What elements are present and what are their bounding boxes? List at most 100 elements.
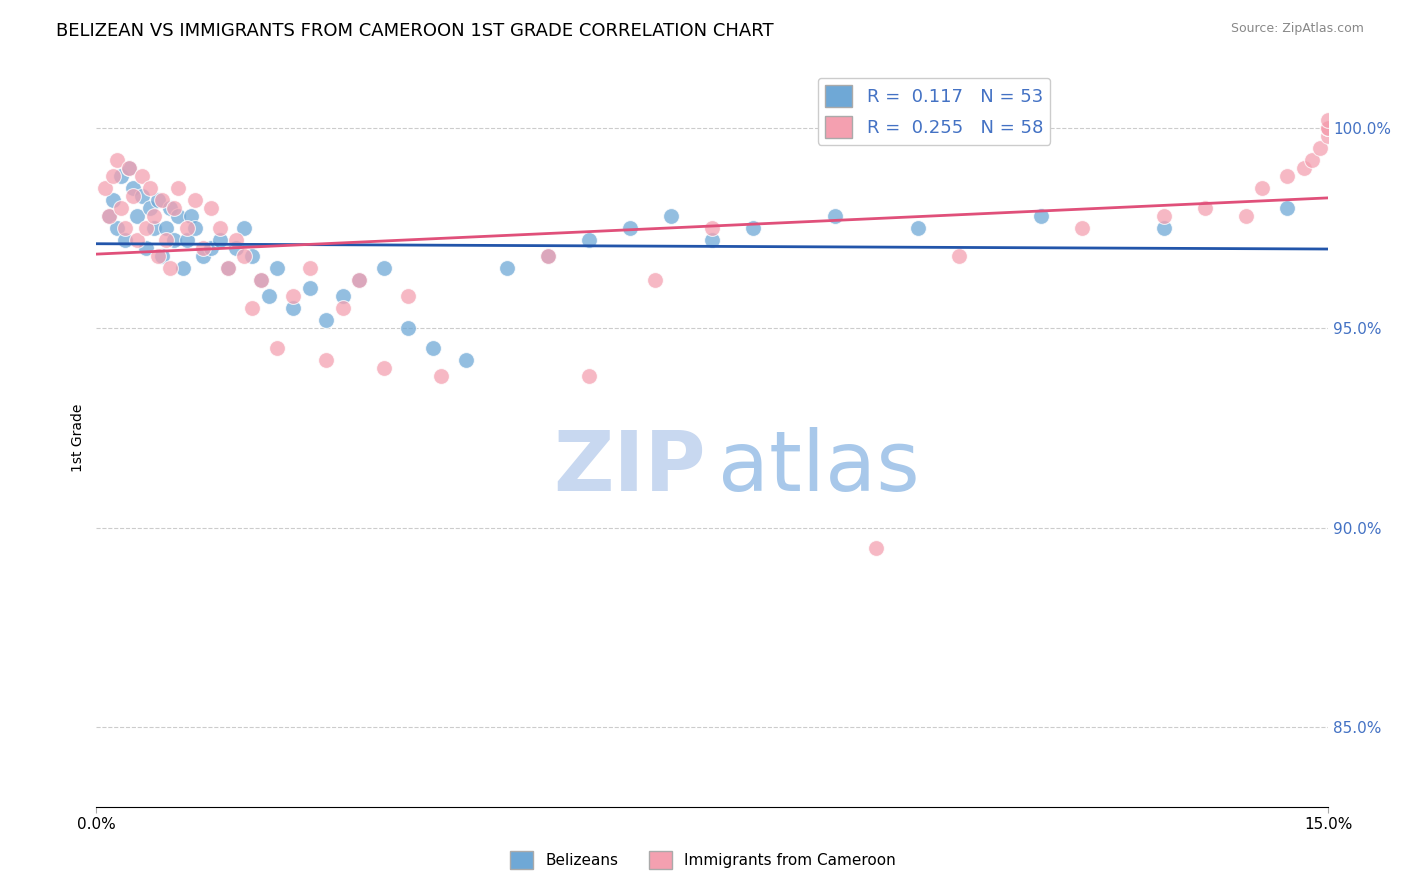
Point — [163, 201, 186, 215]
Point — [217, 261, 239, 276]
Point — [167, 209, 190, 223]
Point — [537, 249, 560, 263]
Point — [138, 181, 160, 195]
Point — [138, 201, 160, 215]
Point — [332, 301, 354, 315]
Point — [135, 241, 157, 255]
Point — [180, 209, 202, 223]
Point — [1317, 121, 1340, 136]
Point — [824, 209, 846, 223]
Point — [176, 233, 198, 247]
Point — [578, 368, 600, 383]
Legend: Belizeans, Immigrants from Cameroon: Belizeans, Immigrants from Cameroon — [505, 845, 901, 875]
Point — [208, 233, 231, 247]
Point — [155, 221, 177, 235]
Point — [1275, 169, 1298, 184]
Point — [496, 261, 519, 276]
Point — [97, 209, 120, 223]
Point — [191, 249, 214, 263]
Point — [422, 341, 444, 355]
Point — [1317, 121, 1340, 136]
Point — [283, 301, 305, 315]
Point — [200, 201, 222, 215]
Point — [1275, 201, 1298, 215]
Text: atlas: atlas — [718, 426, 920, 508]
Point — [907, 221, 929, 235]
Point — [865, 541, 887, 555]
Point — [208, 221, 231, 235]
Point — [146, 249, 169, 263]
Point — [110, 169, 132, 184]
Point — [1153, 209, 1175, 223]
Point — [233, 221, 256, 235]
Point — [118, 161, 141, 176]
Text: Source: ZipAtlas.com: Source: ZipAtlas.com — [1230, 22, 1364, 36]
Text: BELIZEAN VS IMMIGRANTS FROM CAMEROON 1ST GRADE CORRELATION CHART: BELIZEAN VS IMMIGRANTS FROM CAMEROON 1ST… — [56, 22, 773, 40]
Point — [1194, 201, 1216, 215]
Point — [347, 273, 370, 287]
Point — [114, 233, 136, 247]
Point — [266, 261, 288, 276]
Point — [184, 221, 207, 235]
Point — [105, 221, 128, 235]
Point — [332, 289, 354, 303]
Y-axis label: 1st Grade: 1st Grade — [72, 403, 86, 472]
Point — [127, 209, 149, 223]
Point — [537, 249, 560, 263]
Point — [184, 193, 207, 207]
Point — [225, 241, 247, 255]
Point — [298, 261, 321, 276]
Point — [101, 193, 124, 207]
Point — [131, 189, 153, 203]
Point — [122, 189, 145, 203]
Point — [176, 221, 198, 235]
Point — [142, 209, 165, 223]
Point — [118, 161, 141, 176]
Point — [659, 209, 682, 223]
Point — [1292, 161, 1315, 176]
Point — [93, 181, 115, 195]
Point — [233, 249, 256, 263]
Point — [146, 193, 169, 207]
Point — [702, 221, 724, 235]
Point — [315, 313, 337, 327]
Point — [159, 201, 181, 215]
Point — [105, 153, 128, 168]
Point — [742, 221, 765, 235]
Point — [249, 273, 271, 287]
Point — [266, 341, 288, 355]
Point — [1070, 221, 1092, 235]
Point — [110, 201, 132, 215]
Point — [217, 261, 239, 276]
Point — [127, 233, 149, 247]
Point — [167, 181, 190, 195]
Point — [396, 321, 419, 335]
Point — [1317, 129, 1340, 144]
Point — [225, 233, 247, 247]
Point — [1317, 113, 1340, 128]
Point — [122, 181, 145, 195]
Point — [430, 368, 453, 383]
Point — [948, 249, 970, 263]
Point — [249, 273, 271, 287]
Point — [159, 261, 181, 276]
Point — [172, 261, 194, 276]
Point — [242, 301, 264, 315]
Point — [1309, 141, 1331, 155]
Point — [298, 281, 321, 295]
Legend: R =  0.117   N = 53, R =  0.255   N = 58: R = 0.117 N = 53, R = 0.255 N = 58 — [818, 78, 1050, 145]
Point — [257, 289, 280, 303]
Point — [191, 241, 214, 255]
Point — [702, 233, 724, 247]
Point — [101, 169, 124, 184]
Point — [283, 289, 305, 303]
Point — [644, 273, 666, 287]
Text: ZIP: ZIP — [554, 426, 706, 508]
Point — [347, 273, 370, 287]
Point — [200, 241, 222, 255]
Point — [373, 360, 395, 375]
Point — [155, 233, 177, 247]
Point — [619, 221, 641, 235]
Point — [150, 193, 173, 207]
Point — [97, 209, 120, 223]
